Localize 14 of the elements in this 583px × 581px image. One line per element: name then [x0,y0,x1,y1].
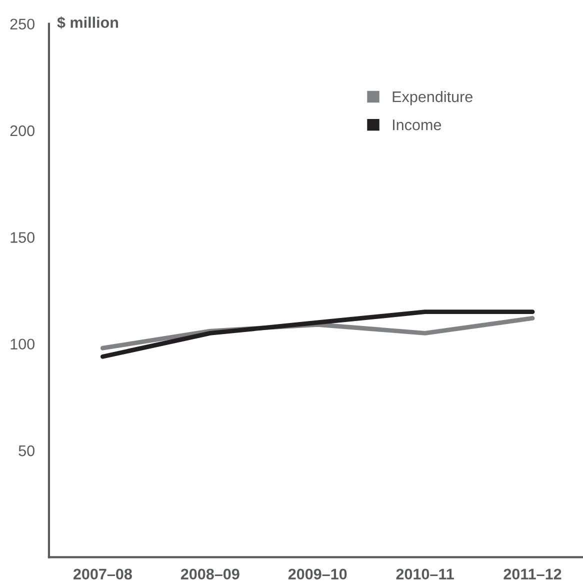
y-tick-label: 100 [10,338,34,350]
x-tick-label: 2009–10 [288,568,347,580]
legend-label: Expenditure [392,90,472,106]
y-tick-label: 150 [10,232,34,243]
x-tick-label: 2008–09 [180,568,240,580]
x-tick-label: 2011–12 [504,568,562,580]
x-tick-label: 2010–11 [396,568,454,580]
legend-label: Income [393,120,442,130]
line-series [100,310,535,359]
y-tick-label: 200 [10,125,34,136]
y-tick-label: 50 [18,445,34,456]
x-tick-label: 2007–08 [73,568,132,580]
y-axis-title: $ million [57,16,118,29]
y-tick-label: 250 [10,18,34,30]
